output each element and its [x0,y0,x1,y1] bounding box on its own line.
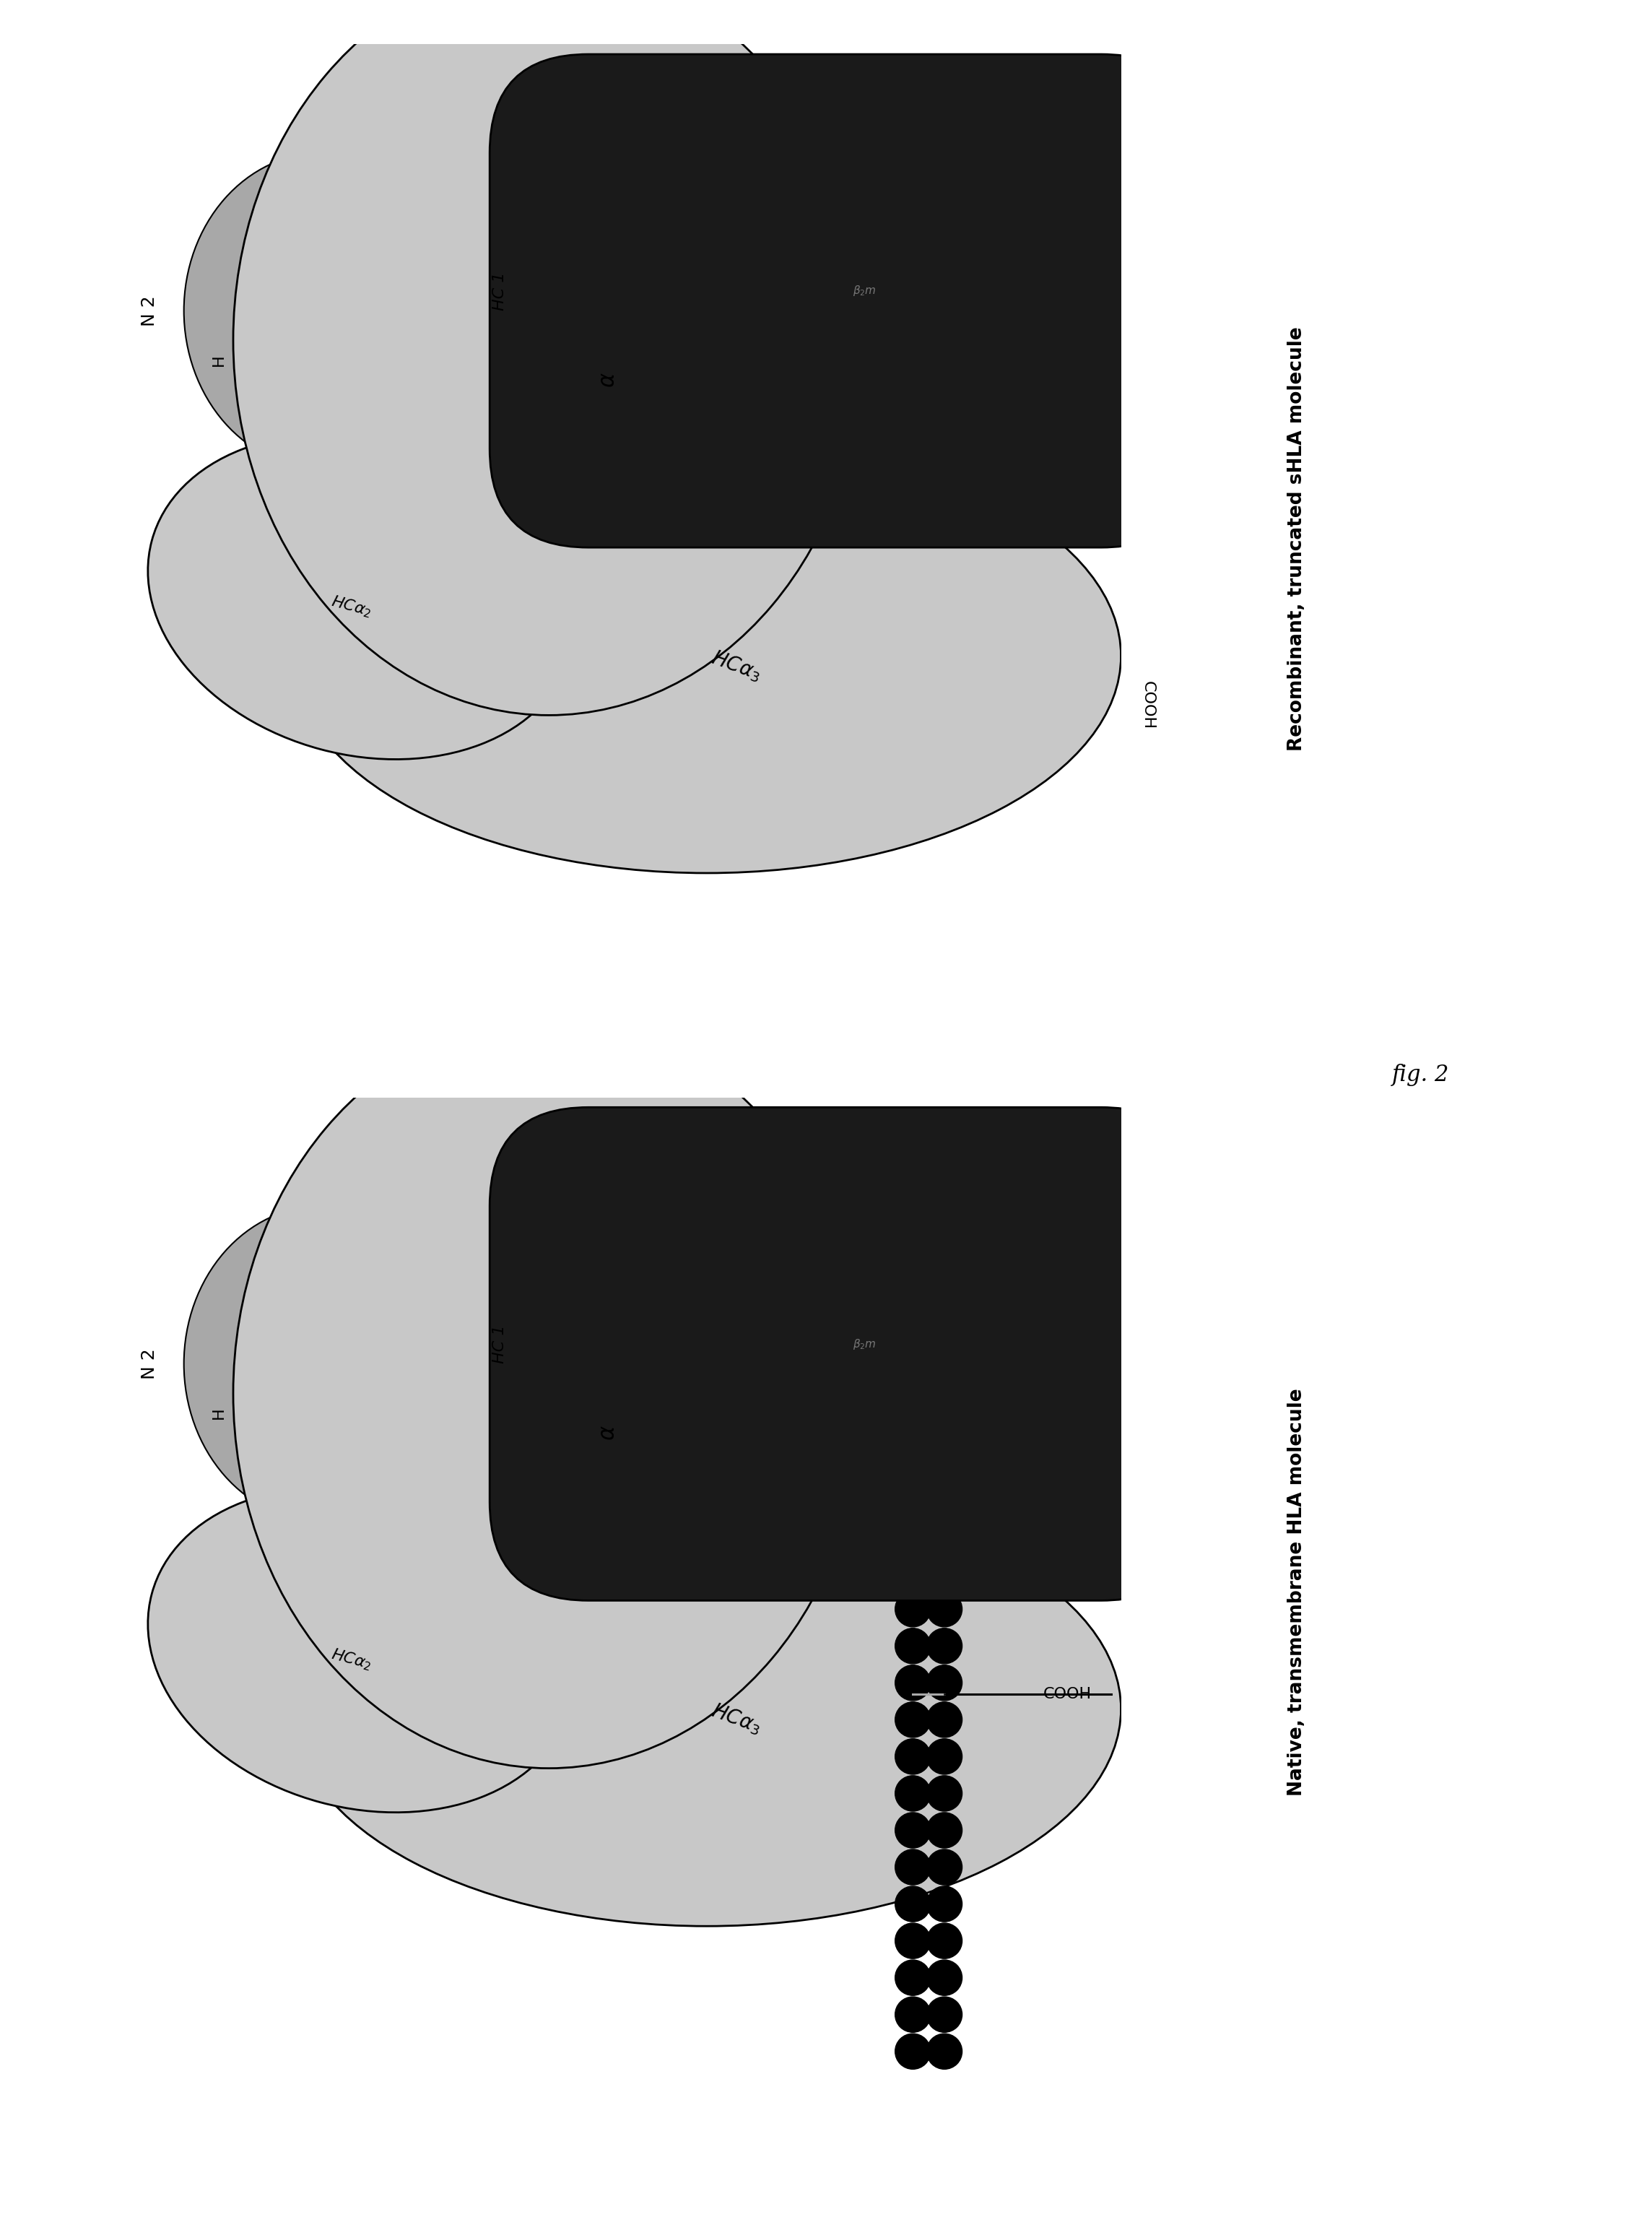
Circle shape [895,1443,930,1479]
Text: H: H [211,1408,226,1419]
Circle shape [927,1738,961,1774]
Circle shape [263,1423,441,1601]
Circle shape [895,2033,930,2068]
Circle shape [927,1554,961,1590]
Circle shape [895,1887,930,1922]
Circle shape [927,1665,961,1700]
Text: COOH: COOH [1042,1687,1092,1700]
Text: HC$\alpha_2$: HC$\alpha_2$ [329,1647,373,1674]
Text: N 2: N 2 [140,1348,159,1379]
Circle shape [895,1776,930,1811]
Circle shape [927,1370,961,1406]
Circle shape [927,1814,961,1849]
Circle shape [895,1332,930,1368]
Circle shape [895,1627,930,1663]
Circle shape [895,1481,930,1516]
Text: $\alpha$: $\alpha$ [598,372,618,388]
Circle shape [895,1186,930,1222]
Ellipse shape [149,1488,575,1811]
Text: HC$\alpha_2$: HC$\alpha_2$ [329,594,373,621]
Circle shape [895,1408,930,1443]
Text: HC 1: HC 1 [492,1326,507,1363]
Ellipse shape [292,1492,1122,1927]
Circle shape [927,1627,961,1663]
Circle shape [927,1519,961,1554]
Circle shape [927,1186,961,1222]
Circle shape [895,1960,930,1995]
Circle shape [927,1887,961,1922]
Circle shape [895,1224,930,1259]
Circle shape [895,1592,930,1627]
Circle shape [895,1849,930,1884]
Circle shape [545,993,552,1000]
Circle shape [927,1332,961,1368]
Circle shape [895,1297,930,1332]
Ellipse shape [292,439,1122,873]
Text: H: H [211,355,226,366]
Text: $\beta_2$m: $\beta_2$m [852,284,876,297]
Circle shape [927,1776,961,1811]
Circle shape [927,1224,961,1259]
Text: HC$\alpha_3$: HC$\alpha_3$ [709,647,765,685]
Circle shape [263,370,441,548]
Ellipse shape [183,1206,459,1521]
Text: $\beta_2$m: $\beta_2$m [852,1337,876,1350]
Circle shape [895,1998,930,2033]
Circle shape [927,1408,961,1443]
Circle shape [895,1259,930,1295]
Circle shape [927,1922,961,1958]
Ellipse shape [149,435,575,758]
FancyBboxPatch shape [489,53,1199,548]
Circle shape [927,1259,961,1295]
Circle shape [927,1443,961,1479]
Circle shape [927,2033,961,2068]
Ellipse shape [233,1018,864,1769]
Circle shape [895,1922,930,1958]
Text: HC 1: HC 1 [492,273,507,310]
Circle shape [927,1148,961,1184]
Circle shape [552,993,557,1000]
Circle shape [895,1665,930,1700]
Ellipse shape [183,153,459,468]
Circle shape [927,1481,961,1516]
Text: HC$\alpha_3$: HC$\alpha_3$ [709,1700,765,1738]
Circle shape [895,1703,930,1738]
Circle shape [895,1148,930,1184]
Circle shape [562,993,567,1000]
Circle shape [927,1592,961,1627]
Text: COOH: COOH [1140,681,1155,729]
Circle shape [927,1113,961,1148]
Circle shape [895,1554,930,1590]
Circle shape [895,1370,930,1406]
Circle shape [927,1998,961,2033]
Circle shape [895,1738,930,1774]
Text: Recombinant, truncated sHLA molecule: Recombinant, truncated sHLA molecule [1287,326,1307,752]
Circle shape [895,1814,930,1849]
Circle shape [927,1849,961,1884]
Text: N 2: N 2 [140,295,159,326]
Text: $\alpha$: $\alpha$ [598,1426,618,1441]
Circle shape [927,1297,961,1332]
Circle shape [895,1113,930,1148]
Circle shape [927,1960,961,1995]
Circle shape [927,1703,961,1738]
Circle shape [555,993,562,1000]
Text: Native, transmembrane HLA molecule: Native, transmembrane HLA molecule [1287,1388,1307,1796]
Circle shape [895,1519,930,1554]
Ellipse shape [233,0,864,716]
FancyBboxPatch shape [489,1106,1199,1601]
Text: fig. 2: fig. 2 [1393,1064,1449,1086]
